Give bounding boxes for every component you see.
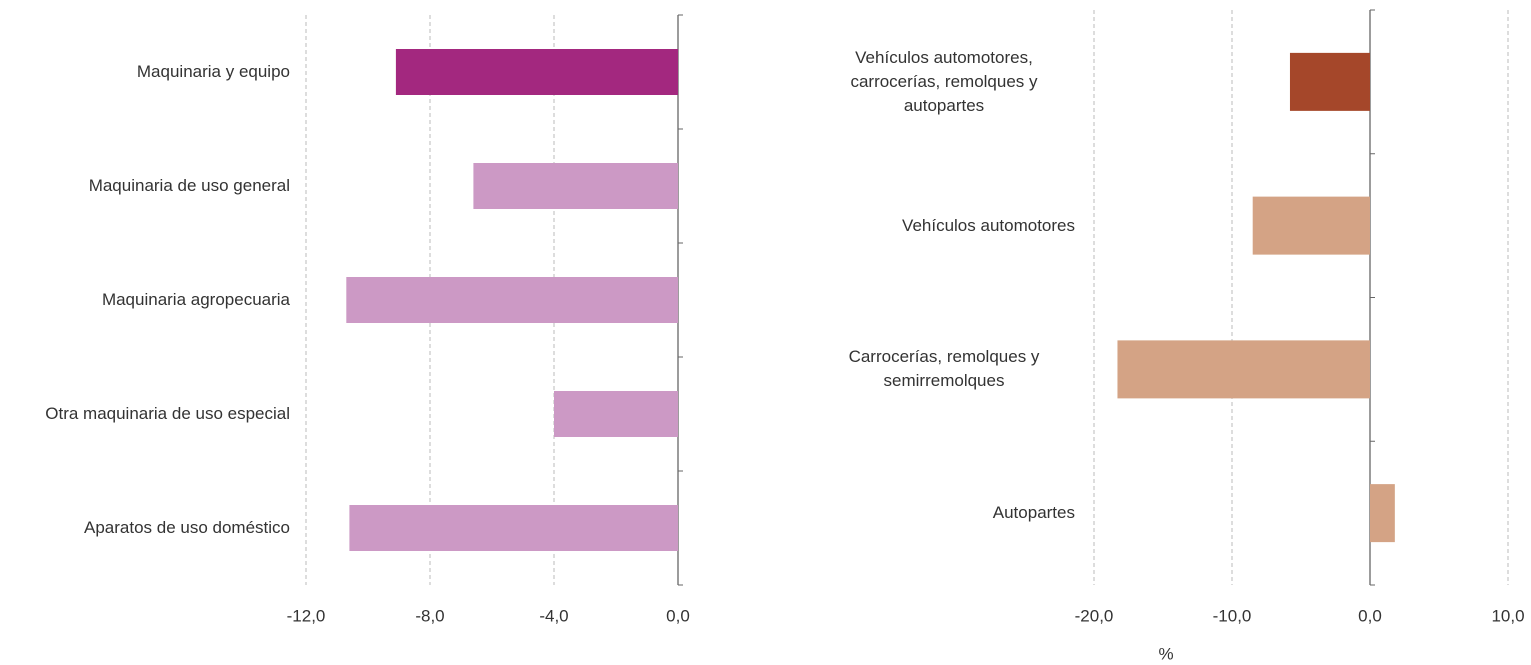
- x-tick-label: 0,0: [1358, 606, 1382, 625]
- category-label-box: Vehículos automotores: [813, 214, 1075, 238]
- x-axis-label: %: [1158, 644, 1173, 663]
- x-tick-label: -20,0: [1075, 606, 1114, 625]
- y-tick-label: Vehículos automotores, carrocerías, remo…: [850, 47, 1038, 115]
- category-label-box: Vehículos automotores, carrocerías, remo…: [813, 46, 1075, 118]
- y-tick-label: Maquinaria agropecuaria: [101, 290, 290, 309]
- x-tick-label: -10,0: [1213, 606, 1252, 625]
- bar: [349, 505, 678, 551]
- y-tick-label: Autopartes: [992, 503, 1075, 523]
- category-label-box: Maquinaria y equipo: [5, 60, 290, 84]
- y-tick-label: Carrocerías, remolques y semirremolques: [848, 347, 1040, 391]
- bar: [395, 49, 678, 95]
- category-label-box: Aparatos de uso doméstico: [5, 516, 290, 540]
- y-tick-label: Aparatos de uso doméstico: [83, 518, 290, 537]
- x-tick-label: -4,0: [539, 606, 568, 625]
- y-tick-label: Maquinaria de uso general: [88, 176, 290, 195]
- x-tick-label: -8,0: [415, 606, 444, 625]
- y-tick-label: Vehículos automotores: [902, 215, 1075, 235]
- x-tick-label: -12,0: [287, 606, 326, 625]
- bar: [473, 163, 678, 209]
- bar: [346, 277, 678, 323]
- bar: [1252, 196, 1370, 255]
- x-tick-label: 10,0: [1491, 606, 1524, 625]
- x-tick-label: 0,0: [666, 606, 690, 625]
- bar: [1370, 484, 1395, 543]
- category-label-box: Otra maquinaria de uso especial: [5, 402, 290, 426]
- category-label-box: Maquinaria de uso general: [5, 174, 290, 198]
- category-label-box: Carrocerías, remolques y semirremolques: [813, 345, 1075, 393]
- y-tick-label: Otra maquinaria de uso especial: [45, 404, 290, 423]
- category-label-box: Autopartes: [813, 501, 1075, 525]
- category-label-box: Maquinaria agropecuaria: [5, 288, 290, 312]
- bar: [554, 391, 678, 437]
- bar: [1289, 52, 1370, 111]
- y-tick-label: Maquinaria y equipo: [136, 62, 290, 81]
- bar: [1117, 340, 1370, 399]
